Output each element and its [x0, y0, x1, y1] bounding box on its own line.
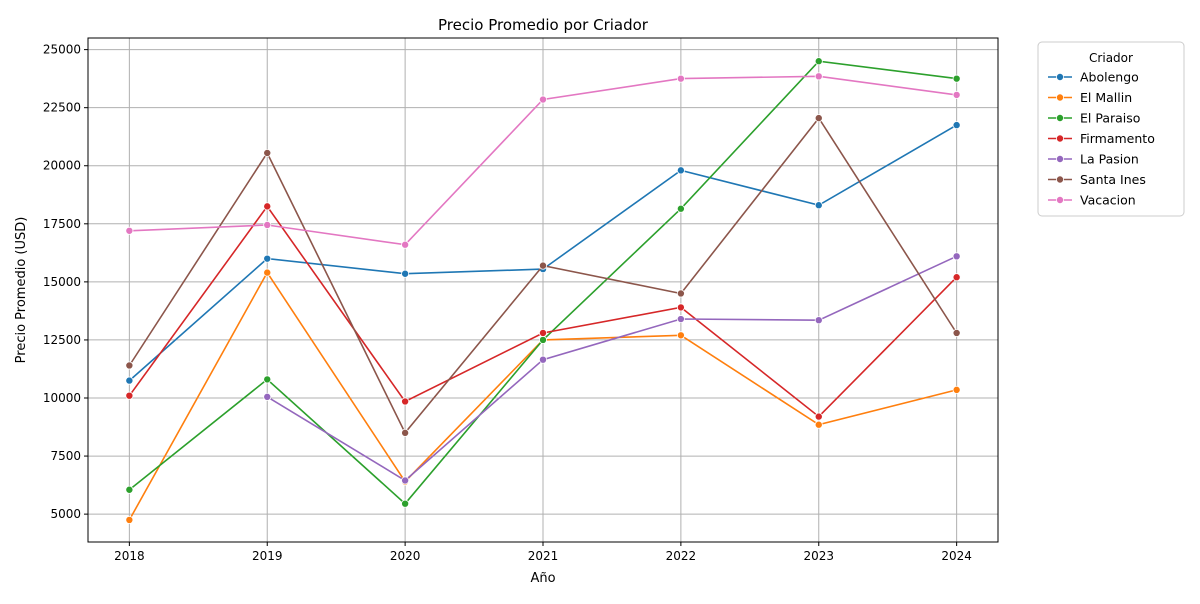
- data-point-santa-ines: [401, 428, 410, 437]
- legend-label: El Mallin: [1080, 90, 1132, 105]
- x-tick-label: 2020: [390, 549, 421, 563]
- data-point-abolengo: [125, 376, 134, 385]
- data-point-la-pasion: [263, 392, 272, 401]
- data-point-abolengo: [263, 254, 272, 263]
- x-axis-label: Año: [530, 571, 555, 586]
- data-point-firmamento: [676, 303, 685, 312]
- legend-item-santa-ines: Santa Ines: [1048, 172, 1146, 187]
- legend-swatch-marker: [1056, 195, 1065, 204]
- x-tick-label: 2024: [941, 549, 972, 563]
- legend-title: Criador: [1089, 51, 1133, 65]
- data-point-firmamento: [539, 328, 548, 337]
- legend-swatch-marker: [1056, 154, 1065, 163]
- legend-swatch-marker: [1056, 93, 1065, 102]
- data-point-el-mallin: [814, 420, 823, 429]
- data-point-el-mallin: [952, 385, 961, 394]
- axes: 2018 2019 2020 2021 2022 2023 2024 5000 7500 1000…: [43, 43, 972, 563]
- legend-item-el-mallin: El Mallin: [1048, 90, 1132, 105]
- data-point-la-pasion: [676, 315, 685, 324]
- data-point-firmamento: [401, 397, 410, 406]
- data-point-el-paraiso: [125, 485, 134, 494]
- y-tick-label: 25000: [43, 43, 81, 57]
- legend-swatch-marker: [1056, 114, 1065, 123]
- legend: Criador Abolengo El Mallin El Paraiso Firmam…: [1037, 41, 1185, 217]
- data-point-firmamento: [263, 202, 272, 211]
- legend-swatch-marker: [1056, 175, 1065, 184]
- y-tick-label: 5000: [50, 507, 81, 521]
- legend-label: Firmamento: [1080, 131, 1155, 146]
- legend-label: Vacacion: [1080, 193, 1136, 208]
- y-tick-label: 22500: [43, 101, 81, 115]
- series-la-pasion: [263, 252, 961, 485]
- data-point-santa-ines: [125, 361, 134, 370]
- data-point-firmamento: [814, 412, 823, 421]
- data-point-la-pasion: [814, 316, 823, 325]
- series-line-la-pasion: [266, 255, 957, 482]
- data-point-la-pasion: [539, 355, 548, 364]
- y-tick-label: 20000: [43, 159, 81, 173]
- legend-swatch-marker: [1056, 134, 1065, 143]
- data-point-abolengo: [814, 201, 823, 210]
- legend-item-el-paraiso: El Paraiso: [1048, 111, 1140, 126]
- data-point-vacacion: [814, 72, 823, 81]
- x-tick-label: 2022: [666, 549, 697, 563]
- series-firmamento: [125, 202, 961, 421]
- legend-label: El Paraiso: [1080, 111, 1140, 126]
- x-tick-label: 2018: [114, 549, 145, 563]
- x-tick-label: 2019: [252, 549, 283, 563]
- data-point-santa-ines: [263, 148, 272, 157]
- x-tick-label: 2021: [528, 549, 559, 563]
- legend-item-la-pasion: La Pasion: [1048, 152, 1139, 167]
- data-point-el-paraiso: [814, 57, 823, 66]
- data-point-la-pasion: [952, 252, 961, 261]
- legend-box: [1037, 41, 1185, 217]
- data-point-santa-ines: [814, 114, 823, 123]
- data-point-el-paraiso: [952, 74, 961, 83]
- data-point-santa-ines: [676, 289, 685, 298]
- data-point-el-paraiso: [263, 375, 272, 384]
- data-point-abolengo: [676, 166, 685, 175]
- data-point-el-mallin: [125, 515, 134, 524]
- y-axis-label: Precio Promedio (USD): [14, 217, 29, 364]
- data-point-vacacion: [263, 220, 272, 229]
- legend-label: La Pasion: [1080, 152, 1139, 167]
- data-point-firmamento: [125, 391, 134, 400]
- grid-lines: [88, 38, 998, 542]
- legend-item-vacacion: Vacacion: [1048, 193, 1136, 208]
- y-tick-label: 12500: [43, 333, 81, 347]
- legend-swatch-marker: [1056, 73, 1065, 82]
- y-tick-label: 10000: [43, 391, 81, 405]
- legend-label: Santa Ines: [1080, 172, 1146, 187]
- chart-title: Precio Promedio por Criador: [438, 16, 649, 34]
- data-point-santa-ines: [952, 328, 961, 337]
- series-vacacion: [125, 72, 961, 249]
- data-point-vacacion: [401, 240, 410, 249]
- legend-label: Abolengo: [1080, 70, 1139, 85]
- y-tick-label: 7500: [50, 449, 81, 463]
- legend-item-firmamento: Firmamento: [1048, 131, 1155, 146]
- y-tick-label: 17500: [43, 217, 81, 231]
- legend-item-abolengo: Abolengo: [1048, 70, 1139, 85]
- y-tick-label: 15000: [43, 275, 81, 289]
- series-santa-ines: [125, 114, 961, 437]
- data-point-abolengo: [401, 269, 410, 278]
- data-point-el-paraiso: [539, 335, 548, 344]
- data-point-el-mallin: [263, 268, 272, 277]
- series-lines: [125, 57, 961, 524]
- data-point-el-mallin: [676, 331, 685, 340]
- data-point-vacacion: [676, 74, 685, 83]
- data-point-el-paraiso: [401, 499, 410, 508]
- data-point-la-pasion: [401, 476, 410, 485]
- data-point-vacacion: [539, 95, 548, 104]
- data-point-vacacion: [125, 226, 134, 235]
- series-el-paraiso: [125, 57, 961, 508]
- x-tick-label: 2023: [803, 549, 834, 563]
- data-point-abolengo: [952, 121, 961, 130]
- data-point-vacacion: [952, 90, 961, 99]
- data-point-santa-ines: [539, 261, 548, 270]
- data-point-el-paraiso: [676, 204, 685, 213]
- data-point-firmamento: [952, 273, 961, 282]
